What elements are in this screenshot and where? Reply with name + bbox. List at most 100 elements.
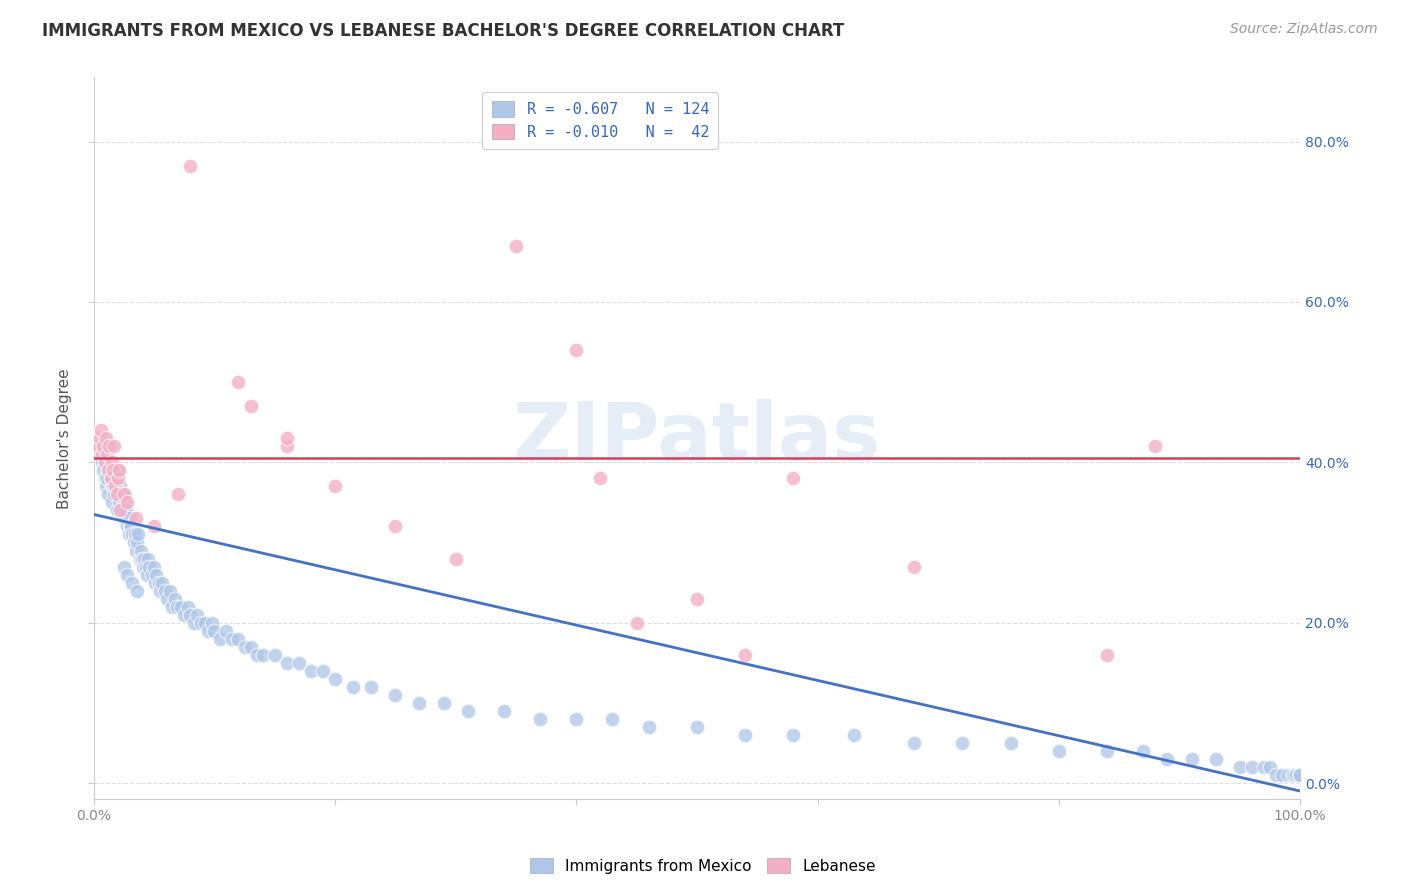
Point bbox=[202, 624, 225, 638]
Point bbox=[209, 632, 232, 646]
Point bbox=[94, 479, 117, 493]
Point bbox=[589, 471, 612, 485]
Point bbox=[1277, 768, 1299, 782]
Point bbox=[197, 624, 219, 638]
Point bbox=[215, 624, 238, 638]
Point bbox=[127, 535, 149, 549]
Legend: Immigrants from Mexico, Lebanese: Immigrants from Mexico, Lebanese bbox=[524, 852, 882, 880]
Point bbox=[110, 503, 132, 517]
Point bbox=[117, 519, 139, 533]
Point bbox=[125, 543, 148, 558]
Point bbox=[121, 527, 143, 541]
Point bbox=[97, 487, 120, 501]
Point bbox=[1156, 752, 1178, 766]
Point bbox=[1144, 439, 1167, 453]
Point bbox=[173, 607, 195, 622]
Point bbox=[169, 599, 191, 614]
Point bbox=[96, 447, 118, 461]
Point bbox=[153, 583, 176, 598]
Point bbox=[129, 543, 152, 558]
Point bbox=[312, 664, 335, 678]
Point bbox=[104, 479, 127, 493]
Point bbox=[143, 559, 166, 574]
Point bbox=[93, 455, 115, 469]
Point bbox=[637, 720, 659, 734]
Point bbox=[276, 439, 298, 453]
Point bbox=[1229, 760, 1251, 774]
Point bbox=[145, 567, 167, 582]
Point bbox=[228, 375, 250, 389]
Point bbox=[107, 463, 129, 477]
Point bbox=[686, 591, 709, 606]
Point bbox=[444, 551, 467, 566]
Point bbox=[529, 712, 551, 726]
Point bbox=[124, 527, 146, 541]
Point bbox=[1095, 648, 1118, 662]
Point bbox=[156, 591, 179, 606]
Point bbox=[842, 728, 865, 742]
Point bbox=[160, 599, 183, 614]
Point bbox=[115, 503, 138, 517]
Point bbox=[94, 447, 117, 461]
Legend: R = -0.607   N = 124, R = -0.010   N =  42: R = -0.607 N = 124, R = -0.010 N = 42 bbox=[482, 92, 718, 149]
Point bbox=[1205, 752, 1227, 766]
Point bbox=[98, 463, 121, 477]
Point bbox=[782, 728, 804, 742]
Text: IMMIGRANTS FROM MEXICO VS LEBANESE BACHELOR'S DEGREE CORRELATION CHART: IMMIGRANTS FROM MEXICO VS LEBANESE BACHE… bbox=[42, 22, 845, 40]
Point bbox=[245, 648, 267, 662]
Point bbox=[1282, 768, 1305, 782]
Point bbox=[143, 575, 166, 590]
Point bbox=[127, 583, 149, 598]
Point bbox=[112, 495, 135, 509]
Point bbox=[117, 567, 139, 582]
Y-axis label: Bachelor's Degree: Bachelor's Degree bbox=[58, 368, 72, 508]
Point bbox=[288, 656, 311, 670]
Point bbox=[107, 487, 129, 501]
Point bbox=[152, 575, 174, 590]
Point bbox=[1047, 744, 1070, 758]
Point bbox=[101, 479, 124, 493]
Point bbox=[239, 640, 262, 654]
Point bbox=[93, 471, 115, 485]
Point bbox=[342, 680, 364, 694]
Point bbox=[108, 495, 131, 509]
Point bbox=[384, 688, 406, 702]
Point bbox=[114, 487, 136, 501]
Point bbox=[239, 399, 262, 413]
Point bbox=[134, 551, 156, 566]
Point bbox=[103, 439, 125, 453]
Point bbox=[107, 471, 129, 485]
Point bbox=[96, 471, 118, 485]
Point bbox=[903, 559, 925, 574]
Point bbox=[167, 487, 190, 501]
Point bbox=[505, 239, 527, 253]
Point bbox=[263, 648, 285, 662]
Point bbox=[118, 511, 141, 525]
Point bbox=[1285, 768, 1308, 782]
Point bbox=[103, 487, 125, 501]
Point bbox=[118, 527, 141, 541]
Point bbox=[110, 479, 132, 493]
Point bbox=[125, 511, 148, 525]
Point bbox=[179, 159, 201, 173]
Point bbox=[135, 567, 157, 582]
Point bbox=[565, 712, 588, 726]
Point bbox=[110, 487, 132, 501]
Point bbox=[360, 680, 382, 694]
Point bbox=[492, 704, 515, 718]
Point bbox=[950, 736, 973, 750]
Point bbox=[97, 463, 120, 477]
Point bbox=[100, 471, 122, 485]
Point bbox=[194, 615, 217, 630]
Point bbox=[1240, 760, 1263, 774]
Point bbox=[136, 551, 159, 566]
Point bbox=[221, 632, 243, 646]
Point bbox=[112, 559, 135, 574]
Text: ZIPatlas: ZIPatlas bbox=[513, 400, 882, 477]
Point bbox=[86, 439, 108, 453]
Point bbox=[276, 656, 298, 670]
Point bbox=[149, 583, 172, 598]
Point bbox=[408, 696, 430, 710]
Point bbox=[734, 728, 756, 742]
Point bbox=[384, 519, 406, 533]
